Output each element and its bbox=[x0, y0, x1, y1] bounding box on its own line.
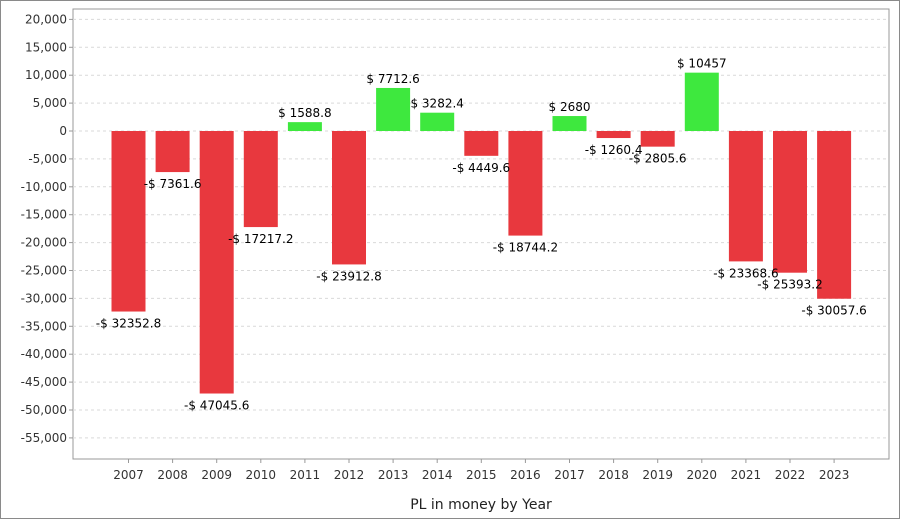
data-label-2009: -$ 47045.6 bbox=[184, 399, 249, 413]
data-label-2018: -$ 1260.4 bbox=[585, 143, 643, 157]
y-tick-label: 0 bbox=[59, 124, 67, 138]
x-tick-label-2023: 2023 bbox=[819, 468, 850, 482]
x-tick-label-2010: 2010 bbox=[246, 468, 277, 482]
x-axis-title: PL in money by Year bbox=[410, 497, 552, 513]
data-label-2021: -$ 23368.6 bbox=[713, 266, 778, 280]
x-tick-label-2018: 2018 bbox=[598, 468, 629, 482]
y-tick-label: -35,000 bbox=[21, 319, 67, 333]
x-tick-label-2020: 2020 bbox=[687, 468, 718, 482]
y-tick-label: -25,000 bbox=[21, 264, 67, 278]
bar-2015 bbox=[464, 131, 499, 156]
y-tick-label: 15,000 bbox=[25, 40, 67, 54]
bar-2021 bbox=[728, 131, 763, 262]
y-tick-label: -50,000 bbox=[21, 403, 67, 417]
data-label-2022: -$ 25393.2 bbox=[757, 278, 822, 292]
bar-2017 bbox=[552, 116, 587, 131]
data-label-2020: $ 10457 bbox=[677, 57, 727, 71]
x-tick-label-2013: 2013 bbox=[378, 468, 409, 482]
y-tick-label: -30,000 bbox=[21, 291, 67, 305]
x-tick-label-2015: 2015 bbox=[466, 468, 497, 482]
data-label-2016: -$ 18744.2 bbox=[493, 241, 558, 255]
bar-2022 bbox=[773, 131, 807, 273]
y-tick-label: 10,000 bbox=[25, 68, 67, 82]
bar-2009 bbox=[199, 131, 234, 394]
data-label-2023: -$ 30057.6 bbox=[801, 304, 866, 318]
y-tick-label: -5,000 bbox=[28, 152, 67, 166]
bar-2018 bbox=[596, 131, 631, 139]
bar-2014 bbox=[420, 112, 455, 131]
bars bbox=[111, 72, 852, 394]
data-label-2010: -$ 17217.2 bbox=[228, 232, 293, 246]
x-tick-label-2009: 2009 bbox=[201, 468, 232, 482]
y-tick-label: -15,000 bbox=[21, 208, 67, 222]
data-label-2015: -$ 4449.6 bbox=[452, 161, 510, 175]
bar-2023 bbox=[817, 131, 852, 299]
y-axis-ticks: 20,000 15,000 10,000 5,000 0 -5,000 -10,000 -15… bbox=[21, 12, 73, 445]
data-label-2012: -$ 23912.8 bbox=[316, 269, 381, 283]
x-tick-label-2016: 2016 bbox=[510, 468, 541, 482]
x-tick-label-2019: 2019 bbox=[642, 468, 673, 482]
bar-2010 bbox=[243, 131, 278, 228]
bar-2008 bbox=[155, 131, 190, 173]
y-tick-label: -45,000 bbox=[21, 375, 67, 389]
data-label-2013: $ 7712.6 bbox=[366, 72, 419, 86]
y-tick-label: -20,000 bbox=[21, 236, 67, 250]
bar-2013 bbox=[376, 87, 411, 131]
x-tick-label-2017: 2017 bbox=[554, 468, 585, 482]
x-tick-label-2007: 2007 bbox=[113, 468, 144, 482]
bar-2019 bbox=[640, 131, 675, 147]
data-label-2014: $ 3282.4 bbox=[410, 97, 463, 111]
data-label-2011: $ 1588.8 bbox=[278, 106, 331, 120]
x-tick-label-2012: 2012 bbox=[334, 468, 365, 482]
x-axis-ticks: 2007 2008 2009 2010 2011 2012 2013 2014 2015 2016… bbox=[113, 459, 849, 482]
data-labels: -$ 32352.8 -$ 7361.6 -$ 47045.6 -$ 17217.2 $… bbox=[96, 57, 867, 413]
bar-2011 bbox=[287, 122, 322, 131]
y-tick-label: -40,000 bbox=[21, 347, 67, 361]
y-tick-label: 5,000 bbox=[33, 96, 67, 110]
x-tick-label-2008: 2008 bbox=[157, 468, 188, 482]
plot-area bbox=[72, 8, 890, 460]
x-tick-label-2014: 2014 bbox=[422, 468, 453, 482]
bar-2016 bbox=[508, 131, 543, 236]
y-tick-label: -10,000 bbox=[21, 180, 67, 194]
bar-2020 bbox=[684, 72, 719, 131]
data-label-2017: $ 2680 bbox=[549, 100, 591, 114]
bar-2007 bbox=[111, 131, 146, 312]
y-tick-label: -55,000 bbox=[21, 431, 67, 445]
data-label-2008: -$ 7361.6 bbox=[144, 177, 202, 191]
data-label-2007: -$ 32352.8 bbox=[96, 317, 161, 331]
x-tick-label-2022: 2022 bbox=[775, 468, 806, 482]
bar-2012 bbox=[332, 131, 366, 265]
y-tick-label: 20,000 bbox=[25, 12, 67, 26]
x-tick-label-2011: 2011 bbox=[290, 468, 321, 482]
x-tick-label-2021: 2021 bbox=[731, 468, 762, 482]
data-label-2019: -$ 2805.6 bbox=[629, 152, 687, 166]
